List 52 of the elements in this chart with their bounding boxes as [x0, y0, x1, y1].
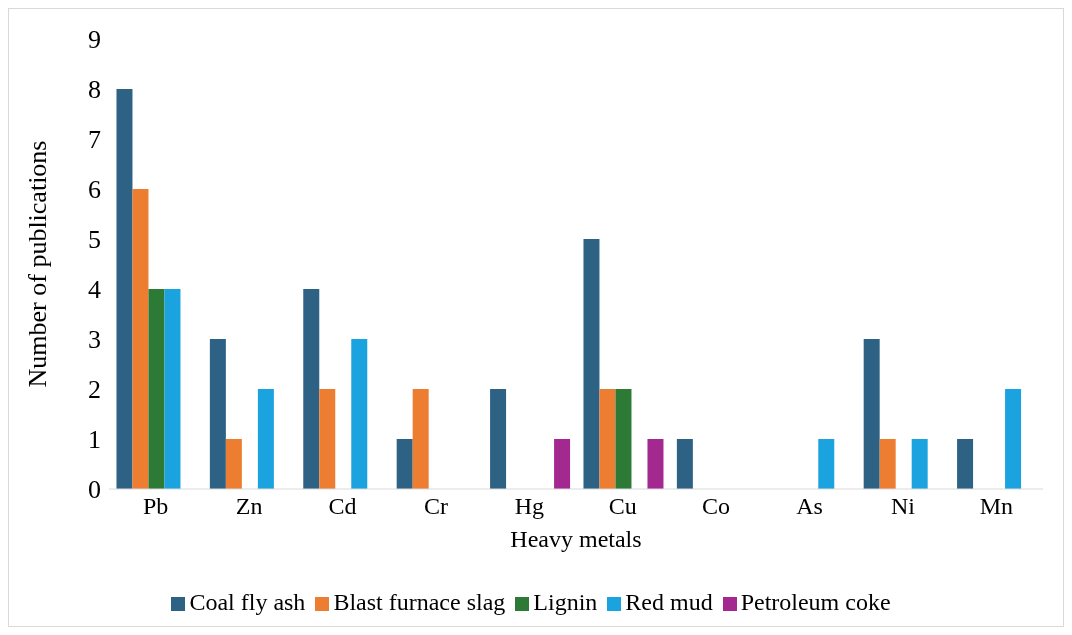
- y-tick-label: 7: [88, 125, 101, 155]
- x-tick-label: Ni: [890, 493, 916, 520]
- y-tick-label: 8: [88, 75, 101, 105]
- bar: [148, 289, 165, 489]
- bar: [957, 439, 974, 489]
- y-tick-label: 5: [88, 225, 101, 255]
- bar: [257, 389, 274, 489]
- bar: [647, 439, 664, 489]
- bar: [303, 289, 320, 489]
- y-tick-label: 0: [88, 475, 101, 505]
- x-tick-label: Hg: [514, 493, 544, 520]
- x-tick-label: Cr: [423, 493, 448, 520]
- y-tick-label: 1: [88, 425, 101, 455]
- legend-label: Coal fly ash: [189, 589, 306, 615]
- bar: [615, 389, 632, 489]
- bar: [209, 339, 226, 489]
- bar: [599, 389, 616, 489]
- bar: [863, 339, 880, 489]
- bar: [554, 439, 571, 489]
- y-tick-label: 4: [88, 275, 101, 305]
- bar: [818, 439, 835, 489]
- bar: [879, 439, 896, 489]
- y-tick-label: 9: [88, 25, 101, 55]
- y-tick-label: 3: [88, 325, 101, 355]
- y-tick-label: 2: [88, 375, 101, 405]
- bar: [225, 439, 242, 489]
- legend-label: Petroleum coke: [740, 589, 891, 615]
- legend-label: Red mud: [625, 589, 713, 615]
- bar: [351, 339, 368, 489]
- bar: [319, 389, 336, 489]
- bar: [911, 439, 928, 489]
- bar: [164, 289, 181, 489]
- legend-label: Blast furnace slag: [333, 589, 506, 615]
- y-axis-title: Number of publications: [23, 140, 53, 388]
- bar: [583, 239, 600, 489]
- x-tick-label: As: [796, 493, 823, 520]
- x-tick-label: Pb: [143, 493, 169, 520]
- bar: [132, 189, 149, 489]
- y-tick-label: 6: [88, 175, 101, 205]
- x-tick-label: Co: [702, 493, 731, 520]
- x-tick-label: Mn: [979, 493, 1013, 520]
- x-tick-label: Cu: [608, 493, 637, 520]
- x-tick-label: Zn: [235, 493, 263, 520]
- bar: [396, 439, 413, 489]
- bar: [116, 89, 133, 489]
- bar: [676, 439, 693, 489]
- bar: [490, 389, 507, 489]
- legend-label: Lignin: [533, 589, 598, 615]
- bar: [412, 389, 429, 489]
- x-tick-label: Cd: [328, 493, 357, 520]
- x-axis-title: Heavy metals: [510, 526, 642, 552]
- bar: [1005, 389, 1022, 489]
